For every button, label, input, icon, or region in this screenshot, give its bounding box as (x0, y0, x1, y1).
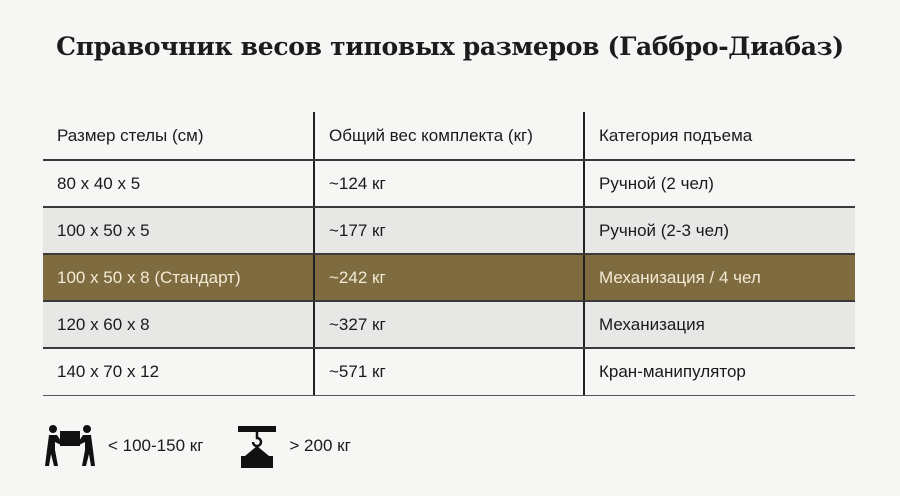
two-people-carrying-icon (45, 425, 95, 466)
table-row: 100 x 50 x 5 ~177 кг Ручной (2-3 чел) (43, 208, 855, 255)
weights-table: Размер стелы (см) Общий вес комплекта (к… (43, 112, 855, 396)
cell-weight: ~327 кг (315, 302, 585, 347)
legend-label-manual: < 100-150 кг (108, 436, 204, 455)
cell-category: Кран-манипулятор (599, 362, 746, 381)
cell-category: Ручной (2-3 чел) (599, 220, 730, 240)
header-weight: Общий вес комплекта (кг) (315, 112, 585, 159)
cell-weight: ~242 кг (315, 255, 585, 300)
header-category: Категория подъема (599, 125, 753, 145)
table-header: Размер стелы (см) Общий вес комплекта (к… (43, 112, 855, 161)
table-row-highlighted: 100 x 50 x 8 (Стандарт) ~242 кг Механиза… (43, 255, 855, 302)
cell-category: Механизация / 4 чел (599, 267, 761, 287)
cell-weight: ~124 кг (315, 161, 585, 206)
legend-item-manual: < 100-150 кг (44, 424, 203, 468)
legend-label-crane: > 200 кг (289, 436, 351, 455)
legend-item-crane: > 200 кг (237, 424, 351, 468)
legend: < 100-150 кг > 200 кг (44, 424, 385, 468)
cell-size: 140 x 70 x 12 (43, 349, 315, 395)
table-row: 120 x 60 x 8 ~327 кг Механизация (43, 302, 855, 349)
table-row: 140 x 70 x 12 ~571 кг Кран-манипулятор (43, 349, 855, 396)
cell-size: 120 x 60 x 8 (43, 302, 315, 347)
table-row: 80 x 40 x 5 ~124 кг Ручной (2 чел) (43, 161, 855, 208)
header-size: Размер стелы (см) (43, 112, 315, 159)
cell-size: 100 x 50 x 5 (43, 208, 315, 253)
crane-hook-load-icon (238, 426, 277, 468)
page-title: Справочник весов типовых размеров (Габбр… (56, 32, 844, 61)
cell-size: 100 x 50 x 8 (Стандарт) (43, 255, 315, 300)
cell-weight: ~571 кг (315, 349, 585, 395)
cell-weight: ~177 кг (315, 208, 585, 253)
cell-category: Ручной (2 чел) (599, 173, 714, 193)
cell-category: Механизация (599, 314, 705, 334)
cell-size: 80 x 40 x 5 (43, 161, 315, 206)
